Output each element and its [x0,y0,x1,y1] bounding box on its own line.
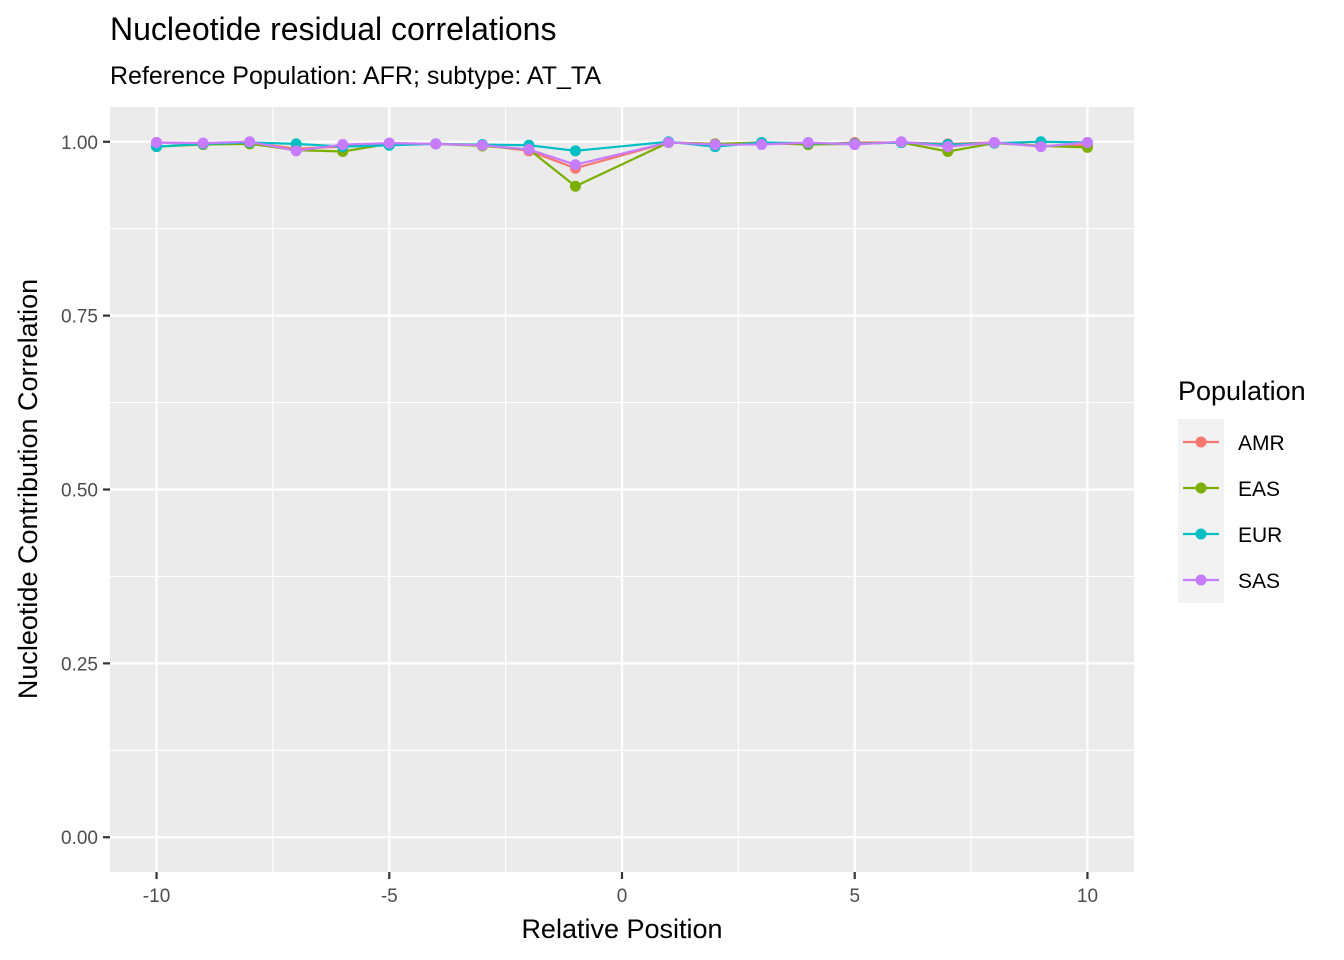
y-axis-title: Nucleotide Contribution Correlation [13,279,43,699]
data-point-sas [895,136,907,148]
series-line-eur [156,140,1088,152]
legend-point-eur [1195,528,1207,540]
legend-point-eas [1195,482,1207,494]
data-point-sas [802,136,814,148]
legend: Population AMR EAS EUR SAS [1178,376,1306,603]
x-axis-title: Relative Position [521,914,722,944]
y-tick-label: 0.25 [61,654,98,675]
data-point-sas [569,159,581,171]
legend-point-amr [1195,436,1207,448]
data-point-sas [709,139,721,151]
legend-label-eur: EUR [1238,524,1282,547]
legend-point-sas [1195,574,1207,586]
legend-label-sas: SAS [1238,570,1280,593]
legend-item-sas: SAS [1178,557,1280,603]
data-point-sas [430,138,442,150]
data-point-sas [151,136,163,148]
y-tick-labels: 0.00 0.25 0.50 0.75 1.00 [61,133,98,849]
data-point-sas [1081,136,1093,148]
data-point-sas [523,143,535,155]
chart-title: Nucleotide residual correlations [110,11,556,47]
data-point-eas [569,180,581,192]
data-point-sas [756,139,768,151]
data-point-sas [337,139,349,151]
y-tick-label: 0.50 [61,481,98,502]
legend-label-eas: EAS [1238,478,1280,501]
data-point-sas [244,136,256,148]
data-point-sas [383,137,395,149]
legend-label-amr: AMR [1238,432,1285,455]
grid-major [110,107,1134,872]
data-point-sas [290,145,302,157]
series-sas [151,136,1093,171]
data-point-sas [849,139,861,151]
legend-item-eas: EAS [1178,465,1280,511]
legend-item-amr: AMR [1178,419,1285,465]
x-tick-label: 5 [849,886,860,907]
legend-item-eur: EUR [1178,511,1282,557]
x-tick-label: -5 [381,886,398,907]
axis-ticks [103,140,1089,879]
y-tick-label: 0.00 [61,828,98,849]
x-tick-label: 0 [617,886,628,907]
y-tick-label: 0.75 [61,307,98,328]
data-point-eur [569,145,581,157]
x-tick-label: -10 [143,886,170,907]
data-point-sas [663,136,675,148]
legend-items: AMR EAS EUR SAS [1178,419,1285,603]
x-tick-label: 10 [1077,886,1098,907]
chart-subtitle: Reference Population: AFR; subtype: AT_T… [110,62,601,90]
series-layer [151,136,1093,192]
data-point-sas [1035,141,1047,153]
x-tick-labels: -10 -5 0 5 10 [143,886,1098,907]
data-point-sas [476,139,488,151]
y-tick-label: 1.00 [61,133,98,154]
data-point-sas [942,141,954,153]
legend-title: Population [1178,376,1306,406]
series-line-sas [156,140,1088,166]
data-point-sas [988,136,1000,148]
data-point-sas [197,137,209,149]
